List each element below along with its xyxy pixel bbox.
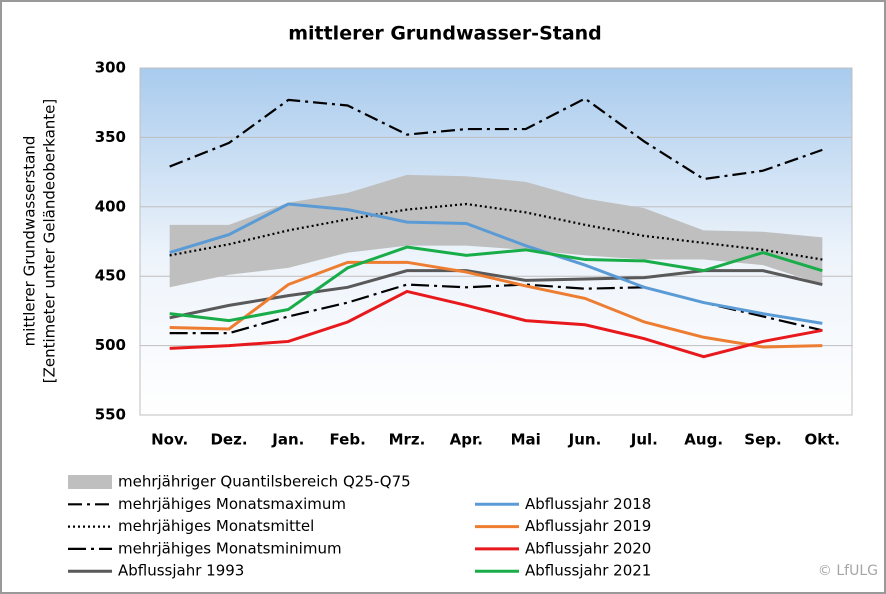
x-tick-label: Nov. (151, 431, 188, 449)
y-tick-label: 300 (95, 59, 126, 77)
series-line (169, 97, 823, 181)
x-tick-label: Sep. (744, 431, 781, 449)
legend-label: Abflussjahr 2018 (525, 495, 651, 513)
y-axis-label: mittlerer Grundwasserstand (21, 136, 39, 347)
series-line (169, 202, 823, 325)
legend-swatch (68, 475, 112, 489)
series-line (169, 260, 823, 349)
x-tick-label: Aug. (684, 431, 723, 449)
series-line (169, 269, 823, 320)
x-tick-label: Okt. (805, 431, 841, 449)
legend-label: Abflussjahr 2021 (525, 562, 651, 580)
x-tick-label: Jul. (630, 431, 658, 449)
legend-label: Abflussjahr 1993 (118, 562, 244, 580)
y-tick-label: 450 (95, 267, 126, 285)
y-tick-label: 400 (95, 197, 126, 215)
chart-title: mittlerer Grundwasser-Stand (288, 23, 602, 45)
legend-label: Abflussjahr 2020 (525, 539, 651, 557)
x-tick-label: Dez. (210, 431, 247, 449)
legend-label: mehrjähiges Monatsmittel (118, 517, 314, 535)
x-tick-label: Mrz. (389, 431, 426, 449)
x-tick-label: Apr. (450, 431, 483, 449)
x-tick-label: Jan. (271, 431, 304, 449)
series-line (169, 289, 823, 359)
y-tick-label: 500 (95, 336, 126, 354)
x-tick-label: Mai (511, 431, 541, 449)
series-line (169, 202, 823, 261)
y-axis-label: [Zentimeter unter Geländeoberkante] (41, 99, 59, 384)
y-tick-label: 550 (95, 406, 126, 424)
x-tick-label: Feb. (330, 431, 366, 449)
legend-label: Abflussjahr 2019 (525, 517, 651, 535)
copyright: © LfULG (818, 563, 878, 579)
series-line (169, 245, 823, 323)
legend-label: mehrjähiges Monatsmaximum (118, 495, 346, 513)
quantile-band (169, 174, 823, 288)
y-tick-label: 350 (95, 128, 126, 146)
legend-label: mehrjähriger Quantilsbereich Q25-Q75 (118, 473, 411, 491)
x-tick-label: Jun. (568, 431, 602, 449)
legend-label: mehrjähiges Monatsminimum (118, 539, 342, 557)
